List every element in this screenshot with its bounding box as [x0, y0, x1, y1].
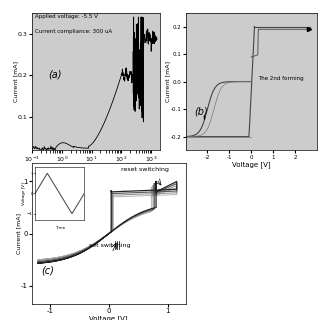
X-axis label: Voltage [V]: Voltage [V] — [90, 316, 128, 320]
Text: (b): (b) — [195, 107, 208, 117]
Text: The 2nd forming: The 2nd forming — [258, 76, 303, 81]
Text: reset switching: reset switching — [121, 167, 169, 172]
Text: set switching: set switching — [89, 244, 130, 248]
X-axis label: Voltage [V]: Voltage [V] — [232, 161, 270, 168]
Y-axis label: Current [mA]: Current [mA] — [16, 213, 21, 254]
Text: (a): (a) — [48, 70, 62, 80]
Y-axis label: Current [mA]: Current [mA] — [166, 61, 171, 102]
Text: (c): (c) — [41, 265, 54, 275]
Y-axis label: Current [mA]: Current [mA] — [13, 61, 18, 102]
X-axis label: Time [s]: Time [s] — [82, 165, 110, 172]
Text: Current compliance: 300 uA: Current compliance: 300 uA — [35, 29, 112, 34]
Text: Applied voltage: -5.5 V: Applied voltage: -5.5 V — [35, 14, 97, 19]
